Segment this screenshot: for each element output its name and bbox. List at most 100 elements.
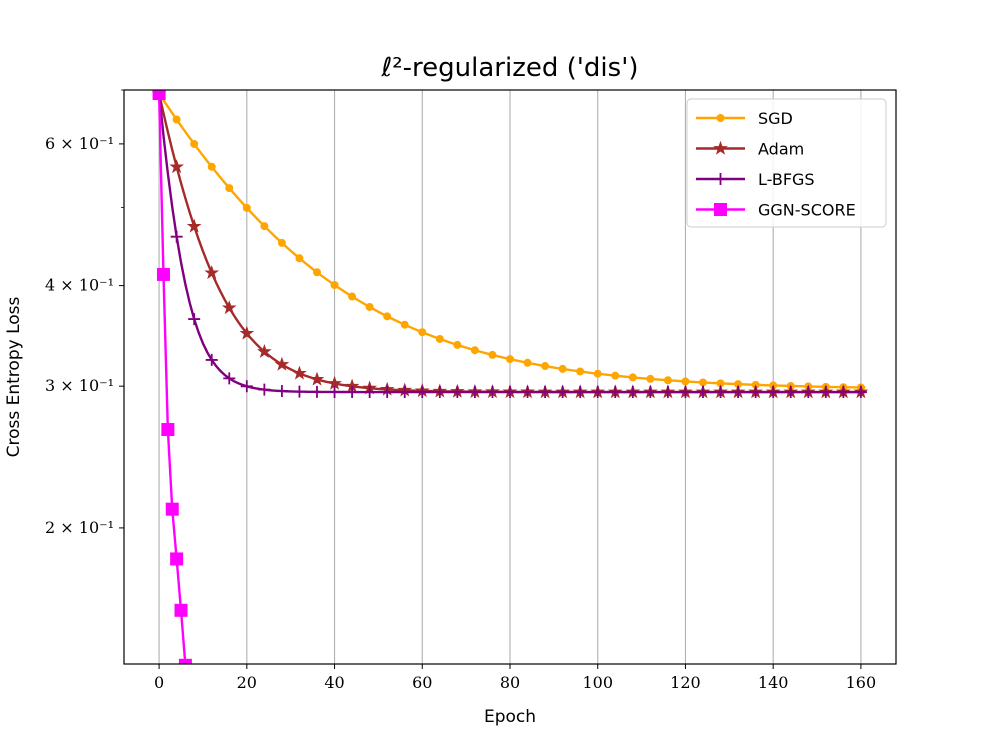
- x-tick-label: 80: [500, 673, 520, 692]
- l-bfgs-point: [188, 313, 201, 326]
- l-bfgs-point: [556, 386, 569, 399]
- l-bfgs-point: [784, 386, 797, 399]
- legend-label: SGD: [758, 109, 793, 128]
- adam-point: [204, 265, 220, 280]
- sgd-point: [716, 114, 725, 122]
- sgd-point: [383, 312, 392, 321]
- chart-title: ℓ²-regularized ('dis'): [381, 53, 639, 83]
- sgd-point: [418, 328, 427, 337]
- adam-point: [309, 371, 325, 386]
- l-bfgs-point: [626, 386, 639, 399]
- sgd-point: [348, 292, 357, 301]
- x-tick-label: 140: [758, 673, 789, 692]
- l-bfgs-point: [697, 386, 709, 399]
- x-tick-label: 160: [846, 673, 877, 692]
- l-bfgs-point: [504, 386, 516, 399]
- l-bfgs-point: [240, 380, 253, 393]
- y-tick-label: 3 × 10⁻¹: [45, 376, 114, 395]
- series-l-bfgs: [153, 90, 867, 399]
- series-layer: [151, 90, 869, 684]
- ggn-score-point: [184, 672, 196, 684]
- l-bfgs-point: [433, 386, 446, 399]
- l-bfgs-point: [574, 386, 587, 399]
- sgd-point: [330, 281, 339, 290]
- l-bfgs-point: [802, 386, 815, 399]
- legend-label: GGN-SCORE: [758, 201, 856, 220]
- adam-point: [257, 343, 272, 358]
- sgd-point: [260, 222, 269, 231]
- legend-item: L-BFGS: [696, 170, 815, 189]
- y-tick-label: 2 × 10⁻¹: [45, 518, 114, 537]
- ggn-score-point: [152, 90, 166, 101]
- sgd-point: [593, 369, 602, 378]
- l-bfgs-point: [819, 386, 832, 399]
- l-bfgs-point: [521, 386, 534, 399]
- l-bfgs-point: [205, 353, 218, 366]
- l-bfgs-point: [591, 386, 604, 399]
- l-bfgs-point: [539, 386, 552, 399]
- l-bfgs-point: [767, 386, 780, 399]
- sgd-point: [313, 268, 321, 277]
- x-tick-label: 0: [154, 673, 164, 692]
- legend-label: Adam: [758, 140, 804, 159]
- sgd-point: [207, 162, 216, 171]
- sgd-point: [681, 377, 690, 386]
- x-axis-label: Epoch: [484, 707, 536, 727]
- y-axis-label: Cross Entropy Loss: [4, 296, 24, 457]
- adam-point: [239, 325, 255, 340]
- l-bfgs-point: [468, 386, 481, 399]
- l-bfgs-point: [486, 386, 499, 399]
- l-bfgs-point: [837, 386, 850, 399]
- x-tick-label: 60: [412, 673, 432, 692]
- l-bfgs-point: [661, 386, 674, 399]
- legend-label: L-BFGS: [758, 170, 815, 189]
- ggn-score-point: [174, 603, 188, 617]
- l-bfgs-point: [170, 230, 183, 243]
- legend-item: Adam: [696, 140, 804, 159]
- l-bfgs-point: [346, 386, 359, 399]
- y-tick-label: 4 × 10⁻¹: [45, 276, 114, 295]
- l-bfgs-point: [398, 386, 411, 399]
- legend-item: SGD: [696, 109, 793, 128]
- x-tick-label: 20: [237, 673, 257, 692]
- legend: SGD Adam L-BFGS GGN-SCORE: [686, 98, 887, 228]
- series-ggn-score: [152, 90, 196, 684]
- sgd-point: [242, 203, 251, 212]
- adam-point: [274, 356, 290, 371]
- l-bfgs-point: [416, 386, 429, 399]
- sgd-point: [576, 367, 585, 376]
- adam-point: [221, 300, 237, 315]
- ggn-score-point: [178, 658, 192, 664]
- sgd-point: [435, 334, 444, 343]
- adam-point: [292, 365, 307, 380]
- l-bfgs-point: [258, 383, 271, 396]
- l-bfgs-point: [714, 173, 727, 185]
- l-bfgs-point: [328, 385, 341, 398]
- x-tick-label: 120: [670, 673, 701, 692]
- l-bfgs-point: [854, 386, 867, 399]
- adam-point: [713, 140, 728, 155]
- sgd-point: [295, 254, 304, 263]
- sgd-point: [558, 364, 567, 373]
- sgd-point: [365, 302, 374, 311]
- sgd-point: [172, 115, 181, 124]
- l-bfgs-point: [363, 386, 376, 399]
- sgd-point: [470, 346, 479, 355]
- sgd-point: [277, 238, 286, 247]
- l-bfgs-point: [275, 385, 288, 398]
- l-bfgs-point: [732, 386, 745, 399]
- sgd-point: [453, 340, 462, 349]
- sgd-point: [628, 373, 637, 382]
- legend-box: [686, 98, 887, 228]
- ggn-score-point: [156, 267, 170, 281]
- axis-ticks: 0 20 40 60 80 100 120 140 160 6 × 10⁻¹ 4 × 10⁻¹ 3 ×…: [45, 89, 877, 692]
- adam-point: [186, 218, 202, 233]
- sgd-point: [523, 358, 532, 367]
- l-bfgs-point: [451, 386, 464, 399]
- sgd-point: [488, 350, 497, 359]
- l-bfgs-point: [311, 385, 323, 398]
- x-tick-label: 100: [582, 673, 613, 692]
- y-tick-label: 6 × 10⁻¹: [45, 134, 114, 153]
- ggn-score-point: [165, 502, 179, 516]
